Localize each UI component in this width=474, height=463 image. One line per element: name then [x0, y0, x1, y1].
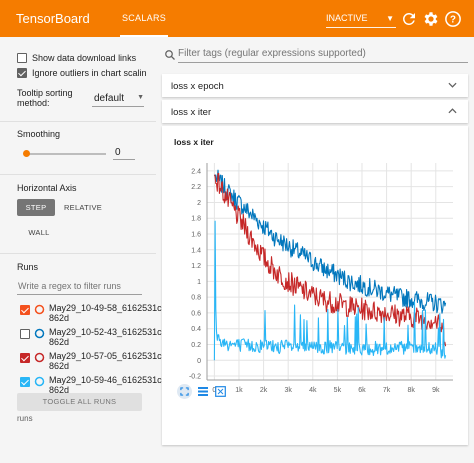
run-checkbox[interactable]: [20, 353, 30, 363]
x-tick-label: 7k: [383, 387, 391, 394]
smoothing-value: 0: [115, 147, 121, 158]
tag-group-label: loss x iter: [171, 107, 212, 118]
tooltip-sorting-select[interactable]: default ▼: [92, 91, 144, 107]
x-tick-label: 1k: [235, 387, 243, 394]
y-tick-label: 0: [197, 358, 201, 365]
run-name: May29_10-57-05_6162531c: [49, 351, 162, 361]
filter-tags-input[interactable]: Filter tags (regular expressions support…: [178, 47, 468, 63]
y-tick-label: 1.8: [191, 216, 201, 223]
axis-relative-button[interactable]: RELATIVE: [63, 203, 103, 212]
series-line: [213, 220, 447, 361]
run-color-swatch-icon: [34, 328, 45, 339]
chart-title: loss x iter: [174, 137, 214, 147]
run-name: May29_10-59-46_6162531c: [49, 375, 162, 385]
tooltip-sorting-label-2: method:: [17, 98, 50, 108]
ignore-outliers-label: Ignore outliers in chart scalin: [32, 68, 147, 78]
smoothing-slider-track[interactable]: [26, 153, 106, 155]
run-name-suffix: 862d: [49, 385, 70, 395]
smoothing-title: Smoothing: [17, 129, 61, 139]
x-tick-label: 5k: [334, 387, 342, 394]
main-content: Filter tags (regular expressions support…: [160, 37, 474, 463]
x-tick-label: 2k: [260, 387, 268, 394]
smoothing-slider-knob[interactable]: [23, 150, 30, 157]
y-tick-label: 1.6: [191, 232, 201, 239]
toggle-all-runs-button[interactable]: TOGGLE ALL RUNS: [17, 393, 142, 411]
fit-domain-button[interactable]: [177, 384, 192, 399]
run-color-swatch-icon: [34, 304, 45, 315]
tag-group-label: loss x epoch: [171, 81, 224, 92]
y-tick-label: 0.8: [191, 295, 201, 302]
axis-step-button[interactable]: STEP: [17, 199, 55, 216]
expand-chart-icon[interactable]: [215, 386, 226, 397]
show-download-links-checkbox[interactable]: [17, 53, 27, 63]
y-tick-label: 2.4: [191, 168, 201, 175]
run-color-swatch-icon: [34, 376, 45, 387]
run-checkbox[interactable]: [20, 377, 30, 387]
tooltip-sorting-value: default: [94, 93, 125, 104]
chevron-down-icon: ▼: [137, 94, 144, 101]
series-line: [213, 169, 447, 314]
fit-domain-icon: [180, 387, 189, 396]
x-tick-label: 4k: [309, 387, 317, 394]
tab-scalars-label: SCALARS: [121, 13, 167, 23]
show-download-links-label: Show data download links: [32, 53, 137, 63]
divider: [0, 121, 156, 122]
divider: [0, 174, 156, 175]
chart-card: loss x iter 2.4 2.2 2 1.8 1.6 1.4 1.2 1 0.8 0.6 0.…: [162, 126, 468, 445]
loss-x-iter-chart[interactable]: 2.4 2.2 2 1.8 1.6 1.4 1.2 1 0.8 0.6 0.4 0.2 0 -0.2 0 1k…: [162, 154, 468, 394]
smoothing-input[interactable]: 0: [113, 146, 135, 160]
app-title: TensorBoard: [16, 11, 90, 26]
search-icon: [165, 50, 175, 60]
series-line: [213, 172, 447, 347]
svg-text:?: ?: [450, 14, 456, 25]
tag-group-loss-x-epoch[interactable]: loss x epoch: [162, 74, 468, 97]
run-color-swatch-icon: [34, 352, 45, 363]
axis-wall-button[interactable]: WALL: [28, 228, 50, 237]
runs-filter-placeholder: Write a regex to filter runs: [18, 281, 121, 291]
settings-icon[interactable]: [422, 10, 440, 28]
x-tick-label: 8k: [407, 387, 415, 394]
y-tick-label: 0.2: [191, 342, 201, 349]
tooltip-sorting-label: Tooltip sorting: [17, 88, 73, 98]
x-tick-label: 0: [212, 387, 216, 394]
chevron-down-icon[interactable]: [448, 82, 457, 88]
y-tick-label: 1: [197, 279, 201, 286]
sidebar: Show data download links Ignore outliers…: [0, 37, 162, 463]
help-icon[interactable]: ?: [444, 10, 462, 28]
run-checkbox[interactable]: [20, 329, 30, 339]
tag-group-loss-x-iter[interactable]: loss x iter: [162, 100, 468, 123]
y-tick-label: -0.2: [189, 374, 201, 381]
filter-tags-placeholder: Filter tags (regular expressions support…: [178, 48, 366, 59]
run-name-suffix: 862d: [49, 337, 70, 347]
runs-filter-input[interactable]: Write a regex to filter runs: [17, 279, 142, 295]
runs-footer: runs: [17, 414, 33, 423]
y-tick-label: 0.6: [191, 310, 201, 317]
run-name: May29_10-49-58_6162531c: [49, 303, 162, 313]
top-app-bar: TensorBoard SCALARS INACTIVE ▼ ?: [0, 0, 474, 37]
x-tick-label: 9k: [432, 387, 440, 394]
inactive-dropdown-label: INACTIVE: [326, 13, 368, 23]
dropdown-caret-icon: ▼: [386, 14, 394, 23]
run-name-suffix: 862d: [49, 361, 70, 371]
divider: [0, 253, 156, 254]
x-tick-label: 3k: [284, 387, 292, 394]
run-name-suffix: 862d: [49, 313, 70, 323]
refresh-icon[interactable]: [400, 10, 418, 28]
active-tab-indicator: [120, 35, 168, 37]
y-tick-label: 1.2: [191, 263, 201, 270]
y-tick-label: 1.4: [191, 247, 201, 254]
run-checkbox[interactable]: [20, 305, 30, 315]
x-tick-label: 6k: [358, 387, 366, 394]
runs-title: Runs: [17, 262, 39, 272]
log-scale-icon[interactable]: [198, 387, 208, 396]
ignore-outliers-checkbox[interactable]: [17, 68, 27, 78]
horizontal-axis-title: Horizontal Axis: [17, 183, 77, 193]
y-tick-label: 0.4: [191, 326, 201, 333]
tab-scalars[interactable]: SCALARS: [120, 0, 168, 37]
chevron-up-icon[interactable]: [448, 108, 457, 114]
inactive-dashboards-dropdown[interactable]: INACTIVE ▼: [326, 10, 396, 28]
run-name: May29_10-52-43_6162531c: [49, 327, 162, 337]
y-tick-label: 2: [197, 200, 201, 207]
y-tick-label: 2.2: [191, 184, 201, 191]
